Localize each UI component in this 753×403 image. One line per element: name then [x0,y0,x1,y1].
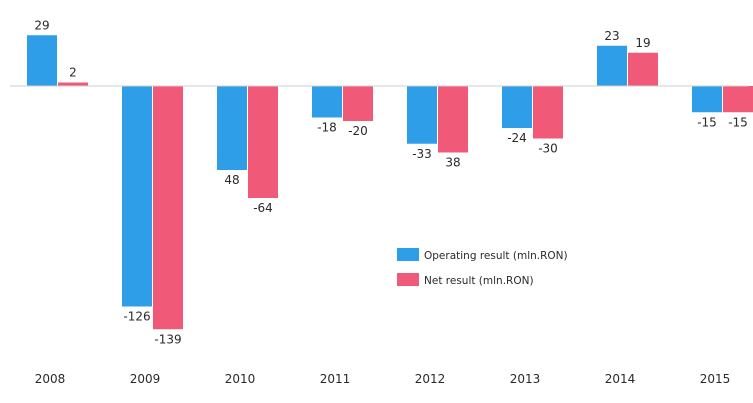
bar-label-s0-2011: -18 [317,121,337,135]
bar-label-s0-2010: 48 [224,173,239,187]
bar-label-s0-2015: -15 [697,115,717,129]
x-tick-2014: 2014 [605,372,636,386]
bar-s1-2011 [343,86,373,121]
legend-swatch-operating-result [397,248,419,261]
bar-s0-2010 [217,86,247,170]
bar-labels-layer: 29 2 -126 -139 48 -64 -18 -20 -33 38 -24 -30 23 19 -15… [34,18,747,346]
x-tick-2008: 2008 [35,372,66,386]
bar-s1-2012 [438,86,468,153]
x-tick-2010: 2010 [225,372,256,386]
bar-s0-2013 [502,86,532,128]
bar-label-s1-2011: -20 [348,124,368,138]
bar-label-s0-2008: 29 [34,18,49,32]
bars-layer [27,35,753,330]
bar-s1-2015 [723,86,753,113]
x-tick-2012: 2012 [415,372,446,386]
x-tick-2011: 2011 [320,372,351,386]
bar-label-s1-2008: 2 [69,66,77,80]
bar-label-s0-2012: -33 [412,147,432,161]
bar-label-s1-2012: 38 [445,156,460,170]
bar-label-s0-2014: 23 [604,29,619,43]
x-axis-tick-labels: 2008 2009 2010 2011 2012 2013 2014 2015 [35,372,731,386]
bar-label-s0-2009: -126 [123,310,150,324]
bar-s0-2009 [122,86,152,307]
bar-s0-2011 [312,86,342,118]
bar-label-s1-2013: -30 [538,142,558,156]
bar-s1-2009 [153,86,183,330]
bar-s0-2008 [27,35,57,86]
bar-label-s1-2010: -64 [253,201,273,215]
bar-s0-2012 [407,86,437,144]
bar-label-s1-2009: -139 [154,332,181,346]
bar-s1-2014 [628,52,658,86]
bar-s1-2013 [533,86,563,139]
legend-label-net-result: Net result (mln.RON) [424,275,534,287]
bar-s1-2010 [248,86,278,198]
x-tick-2015: 2015 [700,372,731,386]
legend-swatch-net-result [397,273,419,286]
bar-label-s1-2014: 19 [635,36,650,50]
bar-s1-2008 [58,82,88,86]
x-tick-2009: 2009 [130,372,161,386]
x-tick-2013: 2013 [510,372,541,386]
legend-label-operating-result: Operating result (mln.RON) [424,250,568,262]
bar-label-s0-2013: -24 [507,131,527,145]
bar-s0-2015 [692,86,722,113]
legend: Operating result (mln.RON) Net result (m… [397,248,568,287]
bar-label-s1-2015: -15 [728,115,748,129]
bar-s0-2014 [597,45,627,86]
